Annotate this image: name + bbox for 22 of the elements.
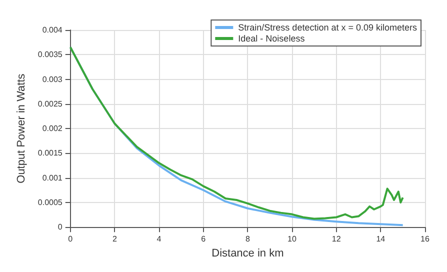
x-tick-label: 16 — [420, 234, 430, 244]
x-axis-title: Distance in km — [212, 248, 284, 260]
y-tick-label: 0.004 — [42, 26, 63, 34]
x-tick-label: 0 — [68, 234, 74, 244]
y-tick-label: 0.0035 — [38, 50, 63, 60]
y-tick-label: 0.002 — [42, 124, 63, 134]
x-tick-label: 2 — [112, 234, 118, 244]
x-tick-label: 6 — [201, 234, 206, 244]
y-axis-title: Output Power in Watts — [16, 73, 28, 184]
y-tick-label: 0.0005 — [38, 198, 63, 207]
x-tick-label: 14 — [376, 234, 386, 244]
x-tick-label: 8 — [245, 234, 250, 244]
y-tick-label: 0.0025 — [38, 99, 63, 108]
y-tick-label: 0.001 — [42, 173, 63, 182]
x-tick-label: 4 — [156, 234, 162, 244]
x-tick-label: 12 — [332, 234, 342, 244]
legend-label: Ideal - Noiseless — [238, 34, 306, 44]
y-tick-label: 0.0015 — [38, 148, 63, 158]
legend-label: Strain/Stress detection at x = 0.09 kilometers — [238, 22, 418, 32]
y-tick-label: 0 — [58, 222, 63, 232]
x-tick-label: 10 — [288, 234, 298, 244]
y-tick-label: 0.003 — [42, 74, 63, 84]
